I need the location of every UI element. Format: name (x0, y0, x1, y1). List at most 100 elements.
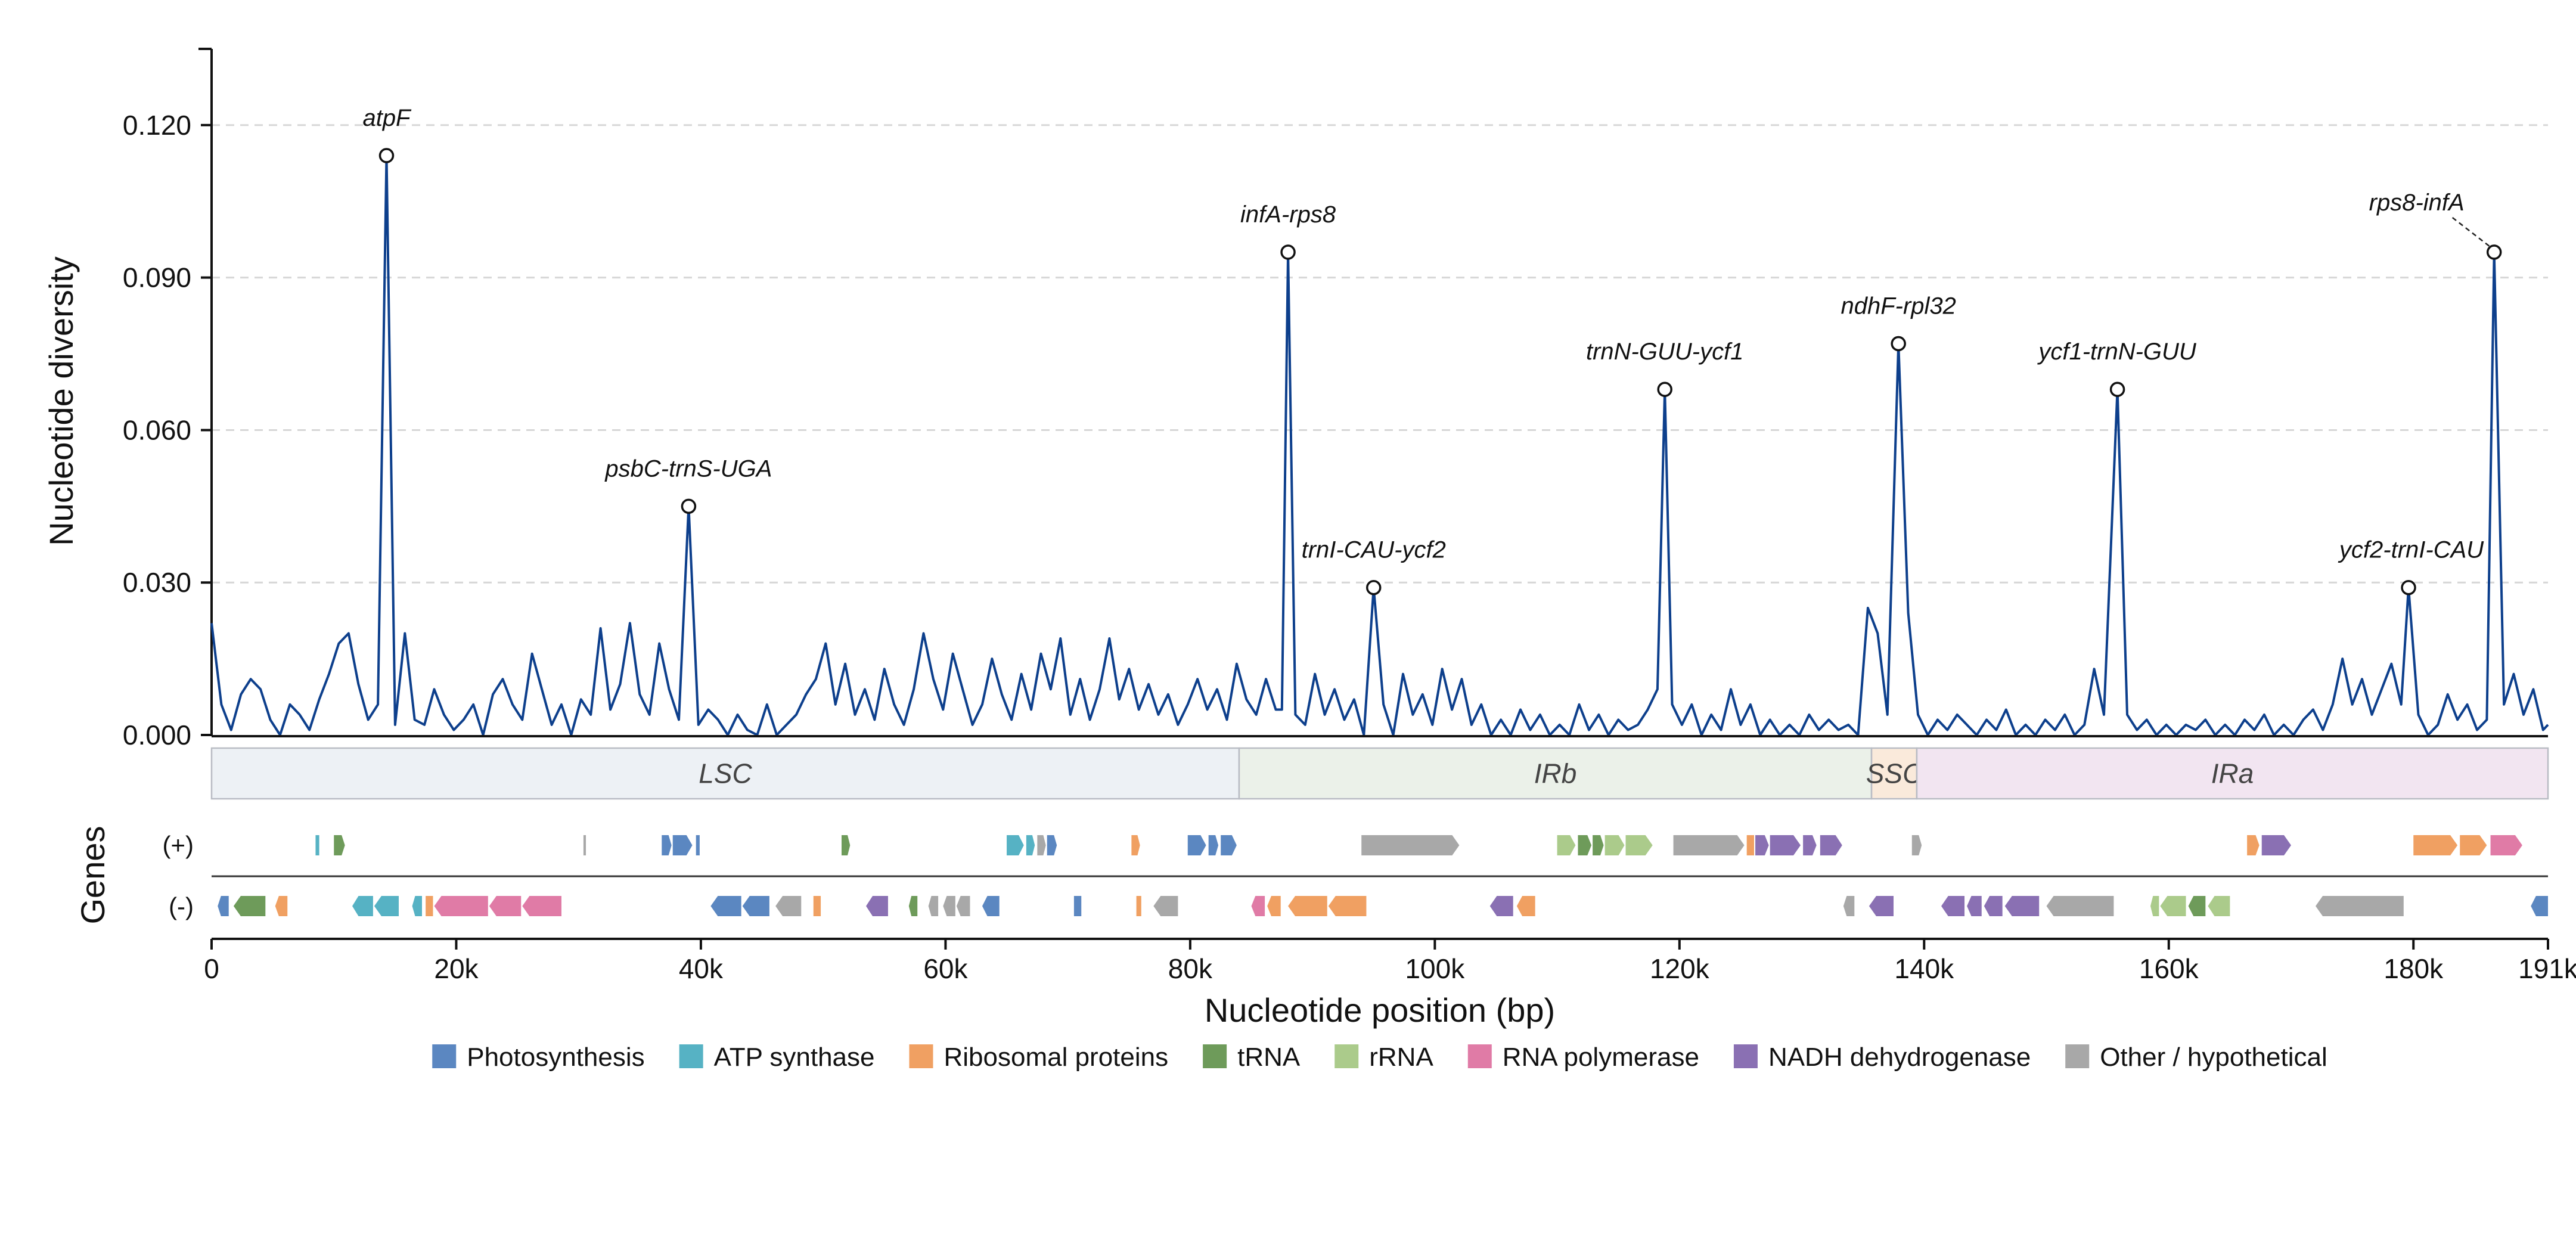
x-tick-label: 120k (1650, 953, 1710, 984)
gene-feature (1673, 835, 1745, 855)
peak-label: rps8-infA (2369, 190, 2465, 216)
x-tick-label: 191k (2518, 953, 2576, 984)
gene-feature (1746, 835, 1755, 855)
y-tick-label: 0.000 (123, 719, 191, 750)
legend-label: tRNA (1237, 1043, 1301, 1072)
peak-marker (681, 498, 697, 514)
gene-feature (1208, 835, 1219, 855)
x-axis-title: Nucleotide position (bp) (1205, 991, 1555, 1029)
gridlines (212, 124, 2548, 584)
strand-minus-label: (-) (169, 892, 194, 920)
gene-feature (956, 896, 970, 916)
x-axis: 0 20k 40k 60k 80k 100k 120k 140k 160k 180k 191k (204, 938, 2576, 984)
gene-feature (2188, 896, 2206, 916)
x-tick-label: 60k (923, 953, 968, 984)
gene-feature (1037, 835, 1046, 855)
legend-label: Ribosomal proteins (944, 1043, 1168, 1072)
gene-feature (1047, 835, 1057, 855)
gene-feature (334, 835, 345, 855)
peak-label: ndhF-rpl32 (1841, 293, 1956, 320)
gene-feature (426, 896, 433, 916)
gene-feature (866, 896, 888, 916)
legend-swatch (432, 1044, 457, 1068)
y-tick-label: 0.060 (123, 414, 191, 445)
peak-label: trnI-CAU-ycf2 (1302, 537, 1446, 563)
gene-feature (1843, 896, 1855, 916)
legend-swatch (1203, 1044, 1227, 1068)
gene-feature (233, 896, 266, 916)
gene-feature (522, 896, 561, 916)
gene-feature (1755, 835, 1769, 855)
gene-tracks (218, 835, 2548, 916)
gene-feature (2247, 835, 2260, 855)
legend-swatch (1733, 1044, 1758, 1068)
gene-feature (943, 896, 955, 916)
legend-swatch (1467, 1044, 1492, 1068)
gene-feature (1136, 896, 1141, 916)
y-tick-label: 0.090 (123, 262, 191, 293)
gene-feature (1489, 896, 1513, 916)
region-ira (1916, 747, 2549, 800)
gene-feature (352, 896, 373, 916)
diversity-series (210, 154, 2549, 736)
gene-feature (2150, 896, 2159, 916)
region-label: IRb (1534, 758, 1577, 789)
y-tick-label: 0.030 (123, 567, 191, 598)
gene-feature (928, 896, 939, 916)
gene-feature (1251, 896, 1265, 916)
gene-feature (315, 835, 319, 855)
peak-label: psbC-trnS-UGA (604, 455, 772, 482)
x-tick-label: 160k (2139, 953, 2199, 984)
peak-marker (2401, 579, 2416, 596)
gene-feature (1770, 835, 1801, 855)
y-axis-title: Nucleotide diversity (42, 256, 80, 546)
gene-feature (672, 835, 693, 855)
gene-feature (1941, 896, 1965, 916)
legend-label: NADH dehydrogenase (1768, 1043, 2031, 1072)
legend: Photosynthesis ATP synthase Ribosomal prot… (432, 1043, 2327, 1072)
gene-feature (1288, 896, 1327, 916)
peak-label: infA-rps8 (1240, 201, 1336, 228)
legend-swatch (1334, 1044, 1359, 1068)
x-tick-label: 0 (204, 953, 219, 984)
gene-feature (2160, 896, 2186, 916)
genome-regions: LSC IRb SSC IRa (210, 747, 2549, 800)
gene-feature (2531, 896, 2548, 916)
gene-feature (982, 896, 1000, 916)
gene-feature (1820, 835, 1842, 855)
gene-feature (742, 896, 769, 916)
peak-marker (378, 148, 395, 163)
gene-feature (1328, 896, 1367, 916)
gene-feature (1267, 896, 1281, 916)
gene-feature (1911, 835, 1922, 855)
strand-plus-label: (+) (163, 831, 194, 859)
gene-feature (434, 896, 488, 916)
gene-feature (2460, 835, 2487, 855)
y-tick-label: 0.120 (123, 110, 191, 141)
x-tick-label: 140k (1894, 953, 1954, 984)
peak-marker (1280, 244, 1296, 260)
gene-feature (1803, 835, 1817, 855)
gene-feature (412, 896, 423, 916)
region-lsc (210, 747, 1240, 800)
gene-feature (1187, 835, 1206, 855)
gene-feature (2046, 896, 2114, 916)
peak-label: trnN-GUU-ycf1 (1586, 339, 1743, 365)
gene-feature (1604, 835, 1625, 855)
gene-feature (908, 896, 918, 916)
gene-feature (1026, 835, 1035, 855)
gene-feature (1221, 835, 1237, 855)
legend-label: ATP synthase (714, 1043, 875, 1072)
peak-leader-line (2451, 217, 2490, 247)
legend-label: Other / hypothetical (2100, 1043, 2327, 1072)
peak-label: ycf2-trnI-CAU (2338, 537, 2484, 563)
genes-axis-title: Genes (74, 826, 111, 925)
legend-swatch (679, 1044, 703, 1068)
x-tick-label: 180k (2383, 953, 2444, 984)
gene-feature (2316, 896, 2404, 916)
gene-feature (696, 835, 700, 855)
gene-feature (1153, 896, 1178, 916)
peak-label: ycf1-trnN-GUU (2037, 339, 2197, 365)
gene-feature (1967, 896, 1982, 916)
